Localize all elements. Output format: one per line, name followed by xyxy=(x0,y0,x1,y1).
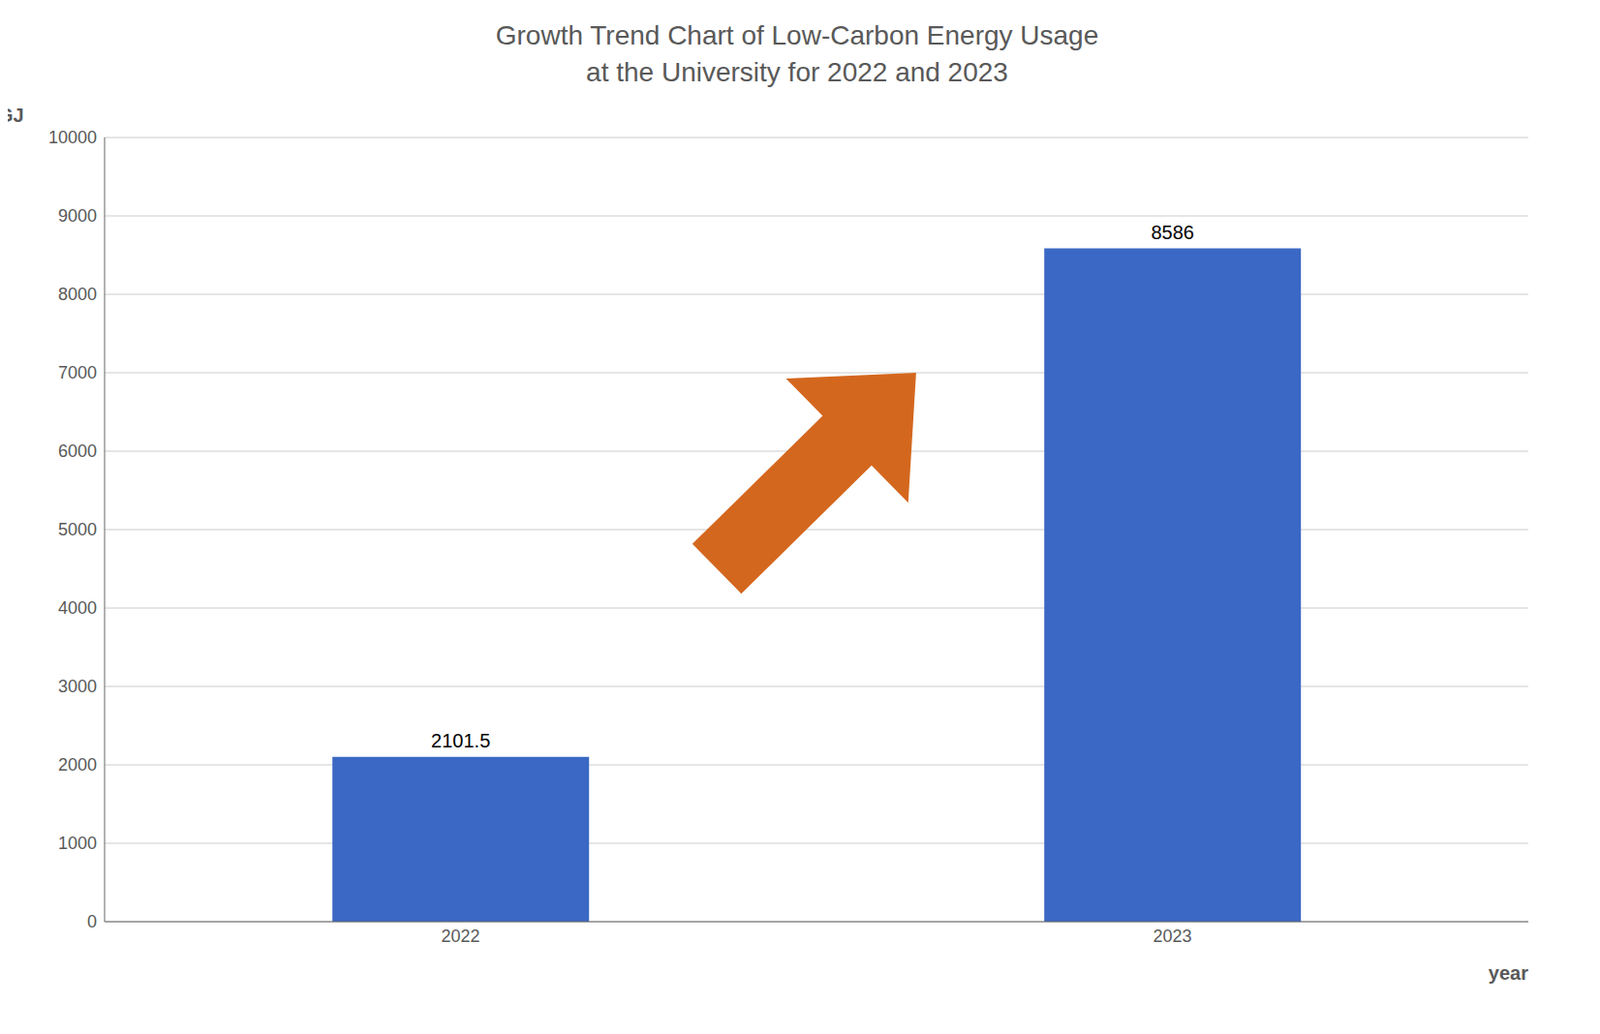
svg-text:GJ: GJ xyxy=(7,104,25,126)
html-text:Growth Trend Chart of Low-Carb: Growth Trend Chart of Low-Carbon Energy … xyxy=(495,20,1099,51)
svg-text:2022: 2022 xyxy=(440,925,480,946)
svg-text:2023: 2023 xyxy=(1152,925,1192,946)
svg-text:10000: 10000 xyxy=(48,127,97,148)
svg-text:8586: 8586 xyxy=(1150,220,1195,243)
svg-text:2101.5: 2101.5 xyxy=(430,729,491,751)
svg-text:5000: 5000 xyxy=(58,520,97,540)
svg-text:6000: 6000 xyxy=(58,441,97,462)
svg-text:7000: 7000 xyxy=(58,363,97,383)
svg-text:2000: 2000 xyxy=(58,755,97,775)
svg-text:3000: 3000 xyxy=(58,676,97,697)
svg-text:8000: 8000 xyxy=(58,284,97,305)
svg-text:4000: 4000 xyxy=(58,598,97,618)
html-text:at the University for 2022 and: at the University for 2022 and 2023 xyxy=(586,56,1009,87)
svg-text:1000: 1000 xyxy=(58,833,97,854)
svg-text:9000: 9000 xyxy=(58,206,97,226)
svg-text:year: year xyxy=(1488,962,1529,985)
svg-text:0: 0 xyxy=(87,912,97,932)
